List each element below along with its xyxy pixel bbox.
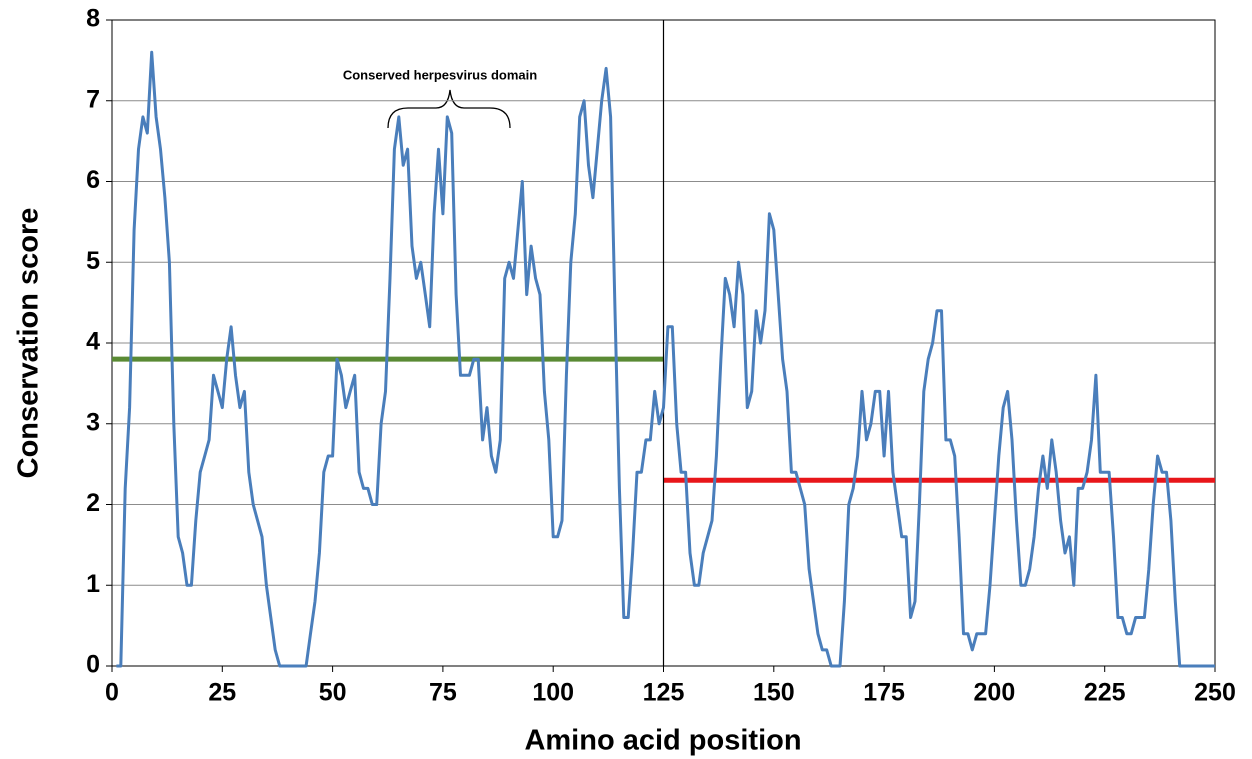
y-tick-label: 0 <box>86 651 100 679</box>
y-tick-label: 5 <box>86 247 100 275</box>
x-tick-label: 175 <box>863 679 905 707</box>
x-axis-title: Amino acid position <box>524 725 801 757</box>
brace <box>387 89 511 129</box>
x-tick-label: 50 <box>319 679 347 707</box>
x-tick-label: 150 <box>753 679 795 707</box>
data-line <box>116 50 1215 668</box>
y-tick-label: 7 <box>86 85 100 113</box>
annotation: Conserved herpesvirus domain <box>343 67 537 82</box>
y-tick-label: 8 <box>86 5 100 33</box>
y-tick-label: 4 <box>86 328 100 356</box>
y-tick-label: 1 <box>86 570 100 598</box>
x-tick-label: 100 <box>532 679 574 707</box>
y-tick-label: 2 <box>86 489 100 517</box>
x-tick-label: 75 <box>429 679 457 707</box>
x-tick-label: 125 <box>643 679 685 707</box>
y-axis-title: Conservation score <box>13 208 45 479</box>
y-tick-label: 6 <box>86 166 100 194</box>
x-tick-label: 200 <box>974 679 1016 707</box>
y-tick-label: 3 <box>86 408 100 436</box>
x-tick-label: 0 <box>105 679 119 707</box>
x-tick-label: 25 <box>208 679 236 707</box>
x-tick-label: 225 <box>1084 679 1126 707</box>
x-tick-label: 250 <box>1194 679 1236 707</box>
